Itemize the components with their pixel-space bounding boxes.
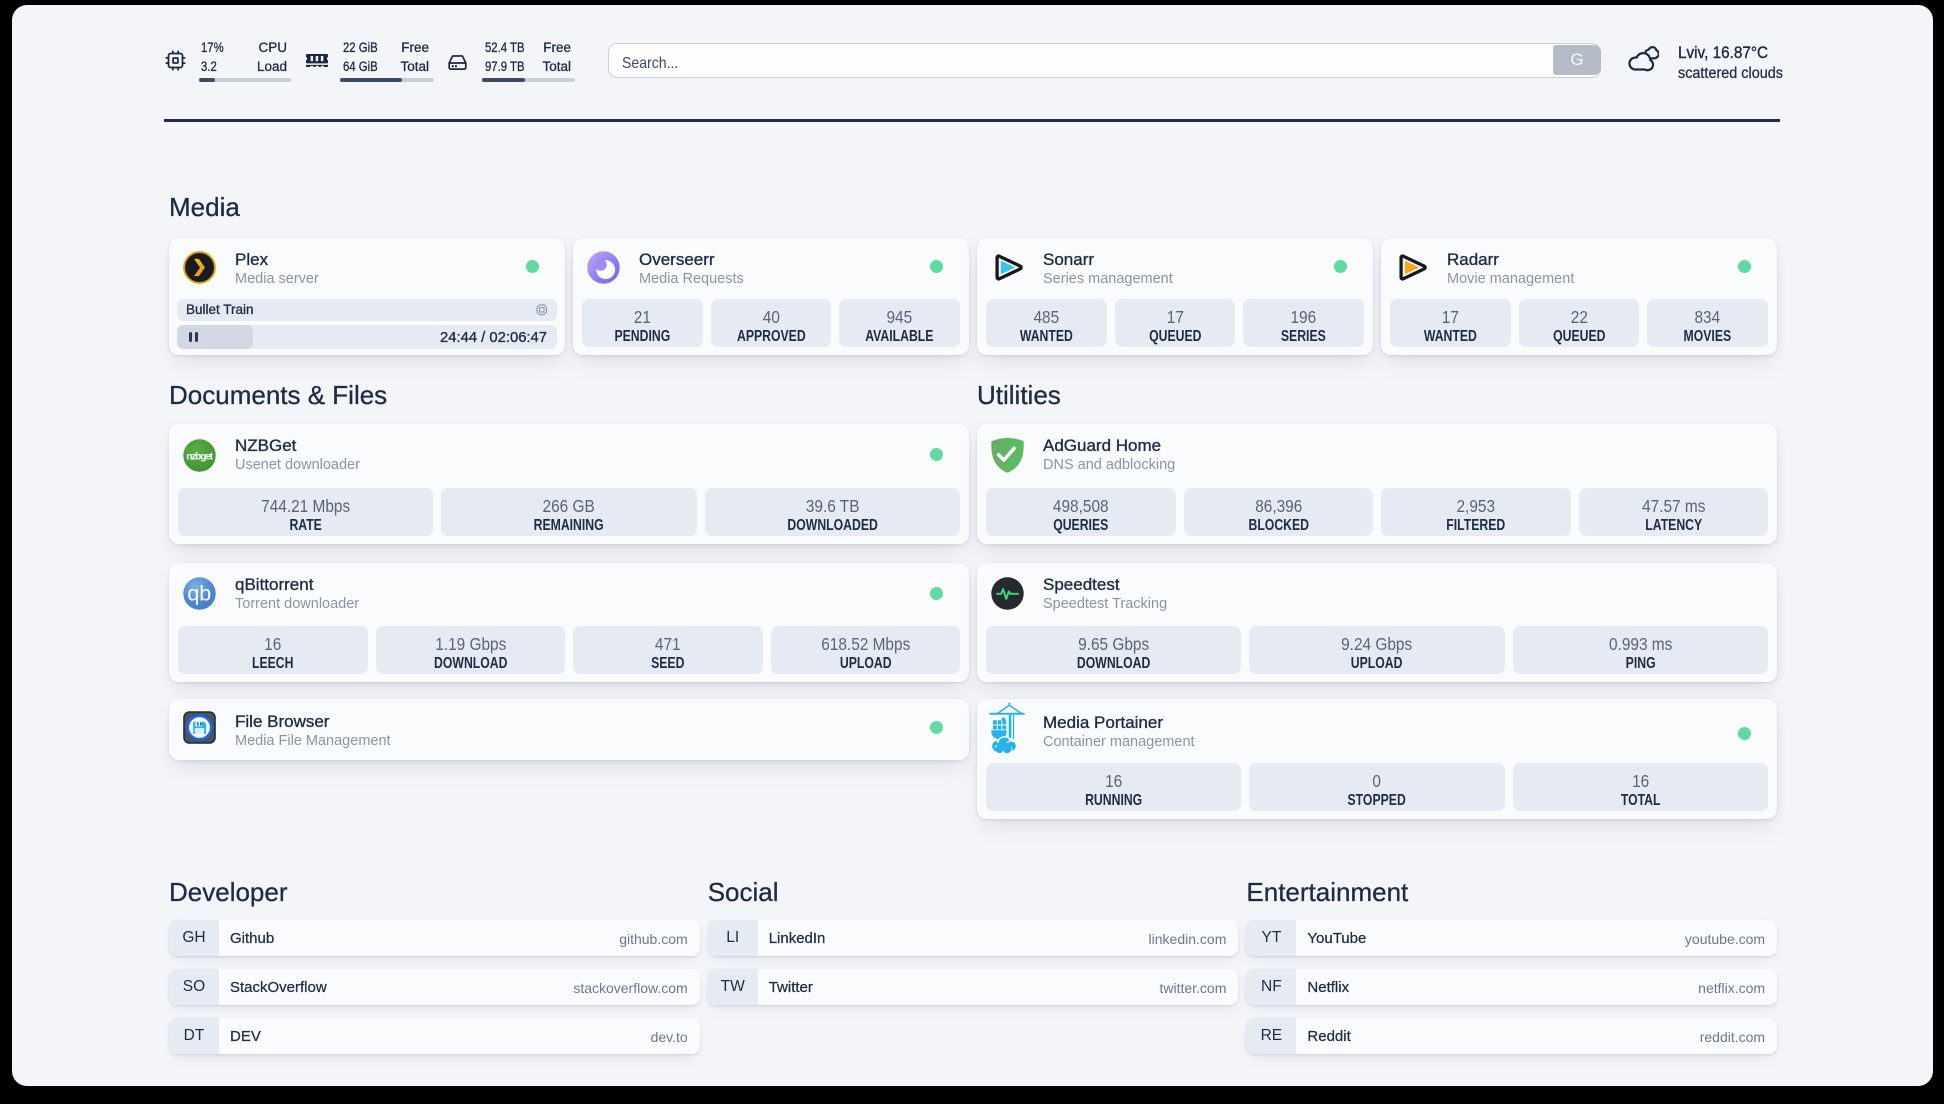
svg-text:nzbget: nzbget — [186, 451, 214, 462]
svg-text:qb: qb — [187, 582, 211, 606]
